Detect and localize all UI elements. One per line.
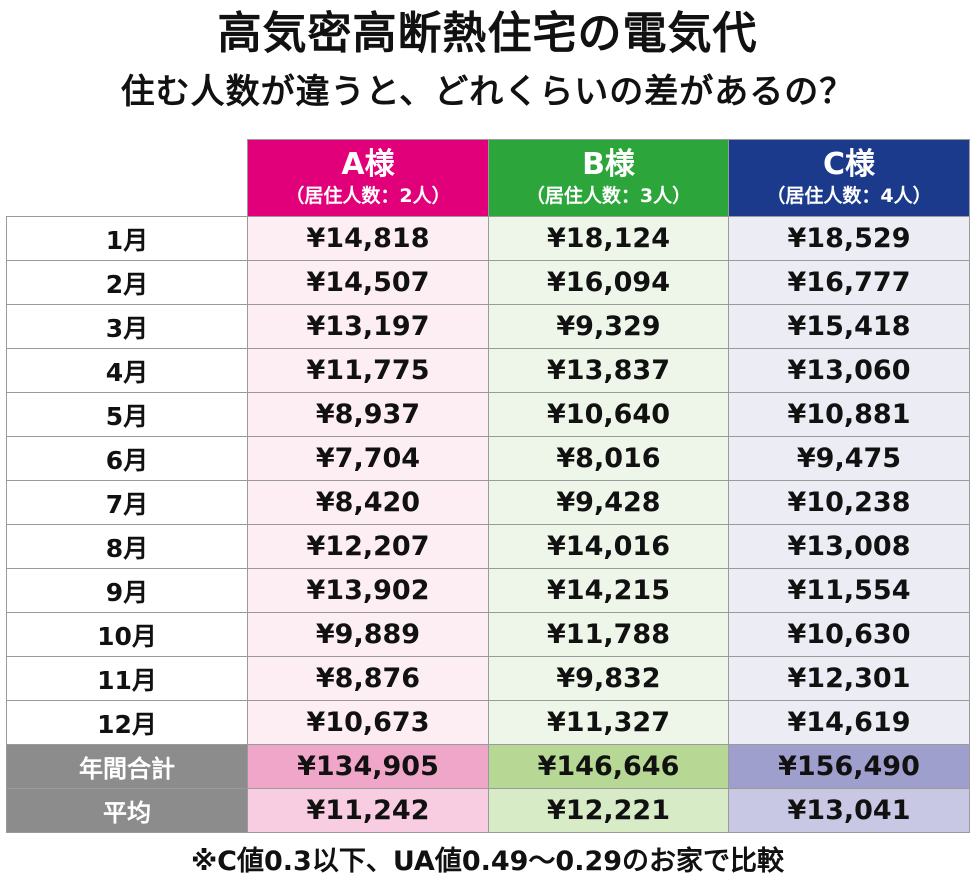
column-header-b-sub: （居住人数：3人） bbox=[525, 185, 692, 207]
chart-subtitle: 住む人数が違うと、どれくらいの差があるの？ bbox=[120, 72, 855, 112]
average-label: 平均 bbox=[6, 788, 248, 833]
total-label: 年間合計 bbox=[6, 744, 248, 789]
month-label: 6月 bbox=[6, 436, 248, 481]
cost-cell-a: ¥7,704 bbox=[247, 436, 489, 481]
cost-cell-a: ¥13,902 bbox=[247, 568, 489, 613]
cost-cell-a: ¥9,889 bbox=[247, 612, 489, 657]
month-label: 3月 bbox=[6, 304, 248, 349]
month-label: 4月 bbox=[6, 348, 248, 393]
month-label: 8月 bbox=[6, 524, 248, 569]
month-label: 11月 bbox=[6, 656, 248, 701]
cost-cell-c: ¥13,060 bbox=[728, 348, 970, 393]
cost-cell-b: ¥11,788 bbox=[488, 612, 729, 657]
month-label: 7月 bbox=[6, 480, 248, 525]
total-cell-c: ¥156,490 bbox=[728, 744, 970, 789]
cost-cell-c: ¥12,301 bbox=[728, 656, 970, 701]
cost-cell-b: ¥16,094 bbox=[488, 260, 729, 305]
table-row: 2月 ¥14,507 ¥16,094 ¥16,777 bbox=[6, 260, 970, 305]
cost-cell-c: ¥13,008 bbox=[728, 524, 970, 569]
table-row: 4月 ¥11,775 ¥13,837 ¥13,060 bbox=[6, 348, 970, 393]
cost-cell-a: ¥12,207 bbox=[247, 524, 489, 569]
table-row: 6月 ¥7,704 ¥8,016 ¥9,475 bbox=[6, 436, 970, 481]
cost-cell-b: ¥14,215 bbox=[488, 568, 729, 613]
total-cell-a: ¥134,905 bbox=[247, 744, 489, 789]
table-row: 8月 ¥12,207 ¥14,016 ¥13,008 bbox=[6, 524, 970, 569]
month-label: 5月 bbox=[6, 392, 248, 437]
cost-cell-b: ¥9,428 bbox=[488, 480, 729, 525]
table-row: 3月 ¥13,197 ¥9,329 ¥15,418 bbox=[6, 304, 970, 349]
cost-cell-c: ¥18,529 bbox=[728, 216, 970, 261]
column-header-a-sub: （居住人数：2人） bbox=[285, 185, 451, 207]
cost-cell-b: ¥13,837 bbox=[488, 348, 729, 393]
column-header-c: C様 （居住人数：4人） bbox=[728, 139, 970, 217]
cost-cell-c: ¥10,238 bbox=[728, 480, 970, 525]
table-body: 1月 ¥14,818 ¥18,124 ¥18,529 2月 ¥14,507 ¥16,094 ¥… bbox=[6, 216, 970, 833]
cost-cell-c: ¥10,630 bbox=[728, 612, 970, 657]
cost-cell-c: ¥11,554 bbox=[728, 568, 970, 613]
cost-cell-c: ¥10,881 bbox=[728, 392, 970, 437]
month-label: 12月 bbox=[6, 700, 248, 745]
average-cell-b: ¥12,221 bbox=[488, 788, 729, 833]
chart-title: 高気密高断熱住宅の電気代 bbox=[217, 8, 758, 59]
footnote: ※C値0.3以下、UA値0.49〜0.29のお家で比較 bbox=[190, 846, 785, 877]
total-cell-b: ¥146,646 bbox=[488, 744, 729, 789]
column-header-a-name: A様 bbox=[341, 147, 395, 182]
cost-cell-b: ¥18,124 bbox=[488, 216, 729, 261]
table-corner bbox=[6, 139, 248, 217]
cost-cell-a: ¥13,197 bbox=[247, 304, 489, 349]
cost-cell-a: ¥8,937 bbox=[247, 392, 489, 437]
cost-cell-a: ¥8,420 bbox=[247, 480, 489, 525]
average-row: 平均 ¥11,242 ¥12,221 ¥13,041 bbox=[6, 788, 970, 833]
average-cell-c: ¥13,041 bbox=[728, 788, 970, 833]
cost-cell-b: ¥14,016 bbox=[488, 524, 729, 569]
table-row: 7月 ¥8,420 ¥9,428 ¥10,238 bbox=[6, 480, 970, 525]
table-row: 1月 ¥14,818 ¥18,124 ¥18,529 bbox=[6, 216, 970, 261]
column-header-b-name: B様 bbox=[582, 147, 635, 182]
total-row: 年間合計 ¥134,905 ¥146,646 ¥156,490 bbox=[6, 744, 970, 789]
table-row: 10月 ¥9,889 ¥11,788 ¥10,630 bbox=[6, 612, 970, 657]
cost-cell-c: ¥15,418 bbox=[728, 304, 970, 349]
month-label: 9月 bbox=[6, 568, 248, 613]
table-row: 5月 ¥8,937 ¥10,640 ¥10,881 bbox=[6, 392, 970, 437]
column-header-c-name: C様 bbox=[822, 147, 876, 182]
table-row: 11月 ¥8,876 ¥9,832 ¥12,301 bbox=[6, 656, 970, 701]
table-header-row: A様 （居住人数：2人） B様 （居住人数：3人） C様 （居住人数：4人） bbox=[6, 139, 970, 217]
cost-cell-b: ¥10,640 bbox=[488, 392, 729, 437]
cost-cell-c: ¥16,777 bbox=[728, 260, 970, 305]
month-label: 1月 bbox=[6, 216, 248, 261]
cost-cell-b: ¥9,329 bbox=[488, 304, 729, 349]
cost-cell-a: ¥11,775 bbox=[247, 348, 489, 393]
month-label: 2月 bbox=[6, 260, 248, 305]
cost-cell-a: ¥8,876 bbox=[247, 656, 489, 701]
column-header-c-sub: （居住人数：4人） bbox=[766, 185, 932, 207]
column-header-a: A様 （居住人数：2人） bbox=[247, 139, 489, 217]
table-row: 9月 ¥13,902 ¥14,215 ¥11,554 bbox=[6, 568, 970, 613]
cost-cell-b: ¥9,832 bbox=[488, 656, 729, 701]
column-header-b: B様 （居住人数：3人） bbox=[488, 139, 729, 217]
table-row: 12月 ¥10,673 ¥11,327 ¥14,619 bbox=[6, 700, 970, 745]
cost-cell-b: ¥8,016 bbox=[488, 436, 729, 481]
cost-cell-a: ¥10,673 bbox=[247, 700, 489, 745]
average-cell-a: ¥11,242 bbox=[247, 788, 489, 833]
cost-cell-a: ¥14,507 bbox=[247, 260, 489, 305]
month-label: 10月 bbox=[6, 612, 248, 657]
cost-cell-c: ¥14,619 bbox=[728, 700, 970, 745]
cost-cell-b: ¥11,327 bbox=[488, 700, 729, 745]
cost-cell-a: ¥14,818 bbox=[247, 216, 489, 261]
cost-cell-c: ¥9,475 bbox=[728, 436, 970, 481]
electricity-cost-table: A様 （居住人数：2人） B様 （居住人数：3人） C様 （居住人数：4人） 1… bbox=[6, 139, 970, 833]
